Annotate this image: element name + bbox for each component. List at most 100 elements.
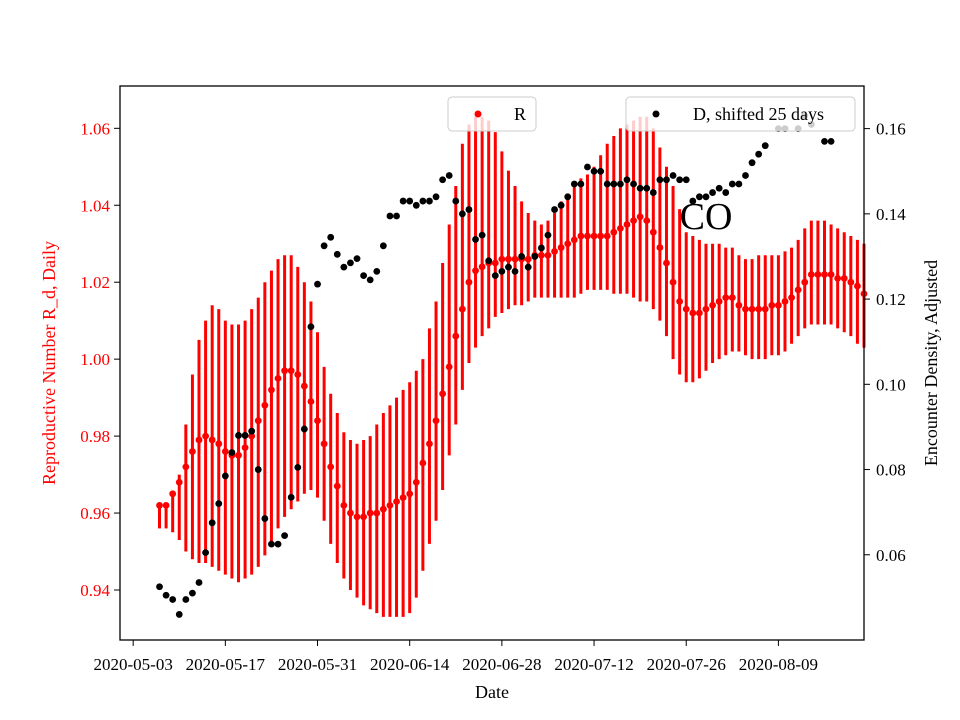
r-point — [564, 240, 572, 248]
d-point — [221, 472, 229, 480]
d-point — [748, 159, 756, 167]
d-point — [577, 180, 585, 188]
r-point — [458, 305, 466, 313]
d-point — [347, 259, 354, 267]
r-point — [248, 432, 256, 440]
left-y-tick-label: 0.96 — [80, 504, 110, 523]
r-series-layer — [156, 213, 868, 521]
d-point — [439, 176, 447, 184]
right-y-tick-label: 0.14 — [876, 205, 906, 224]
d-point — [505, 263, 512, 271]
d-point — [156, 583, 163, 591]
legend-r-box — [447, 96, 537, 132]
d-point — [551, 206, 558, 213]
d-point — [537, 244, 545, 252]
d-point — [735, 180, 743, 188]
r-point — [379, 505, 387, 513]
r-point — [221, 448, 229, 455]
d-point — [379, 242, 387, 250]
r-point — [649, 228, 657, 236]
r-point — [584, 232, 591, 240]
r-point — [623, 221, 631, 228]
r-point — [801, 278, 809, 286]
d-point — [491, 272, 499, 280]
r-point — [426, 440, 433, 448]
d-point — [228, 449, 236, 456]
r-point — [281, 367, 289, 375]
r-point — [570, 236, 578, 244]
r-point — [498, 255, 506, 263]
d-point — [728, 180, 736, 188]
r-point — [399, 494, 407, 502]
d-point — [498, 267, 506, 275]
d-point — [195, 579, 203, 586]
r-point — [630, 217, 637, 225]
d-point — [432, 193, 440, 201]
r-point — [781, 298, 789, 305]
d-point — [307, 323, 315, 331]
d-point — [649, 189, 657, 196]
r-point — [643, 217, 651, 225]
r-point — [755, 305, 763, 313]
d-point — [557, 201, 565, 209]
d-point — [531, 253, 539, 260]
right-y-tick-label: 0.16 — [876, 120, 906, 139]
d-point — [597, 167, 605, 175]
d-point — [590, 167, 598, 175]
right-y-tick-label: 0.10 — [876, 375, 906, 394]
r-point — [840, 274, 848, 282]
r-point — [353, 513, 361, 521]
d-point — [360, 272, 368, 280]
r-point — [452, 332, 460, 340]
r-point — [300, 382, 308, 390]
left-y-axis-ticks: 0.94 0.96 0.98 1.00 1.02 1.04 1.06 — [80, 119, 120, 600]
d-point — [399, 197, 407, 205]
r-point — [360, 513, 368, 521]
r-point — [702, 305, 710, 313]
d-point — [709, 189, 716, 196]
right-y-axis-label: Encounter Density, Adjusted — [921, 260, 941, 466]
d-point — [472, 236, 479, 243]
r-point — [722, 294, 730, 301]
r-point — [761, 305, 769, 313]
d-point — [393, 212, 400, 220]
d-point — [742, 172, 749, 179]
r-point — [491, 259, 499, 267]
r-point — [156, 501, 163, 509]
d-point — [261, 515, 269, 522]
r-point — [636, 213, 644, 221]
d-point — [656, 176, 664, 184]
r-point — [728, 294, 736, 301]
d-point — [333, 250, 341, 258]
legend-r: R — [447, 96, 537, 132]
legend-r-marker — [474, 110, 482, 118]
legend-d-label: D, shifted 25 days — [693, 104, 824, 124]
r-point — [695, 309, 703, 317]
r-point — [709, 301, 716, 309]
d-point — [564, 193, 572, 201]
d-point — [202, 549, 209, 557]
r-point — [794, 286, 802, 294]
x-axis-ticks: 2020-05-03 2020-05-17 2020-05-31 2020-06-14… — [94, 640, 818, 674]
r-point — [689, 309, 697, 317]
d-point — [524, 263, 532, 271]
r-point — [333, 482, 341, 490]
d-point — [215, 500, 223, 508]
x-tick-label: 2020-07-26 — [647, 655, 726, 674]
r-point — [656, 244, 664, 251]
r-point — [169, 490, 177, 498]
r-point — [419, 459, 427, 467]
d-point — [485, 257, 493, 265]
d-point — [445, 172, 453, 179]
d-point — [544, 231, 552, 239]
r-point — [472, 267, 479, 275]
d-point — [254, 466, 262, 473]
r-point — [682, 305, 690, 313]
d-point — [366, 276, 374, 284]
right-y-axis-ticks: 0.06 0.08 0.10 0.12 0.14 0.16 — [864, 120, 906, 565]
x-tick-label: 2020-05-17 — [186, 655, 266, 674]
d-point — [584, 163, 591, 171]
d-point — [182, 596, 190, 603]
d-point — [669, 172, 677, 179]
r-point — [715, 298, 723, 305]
